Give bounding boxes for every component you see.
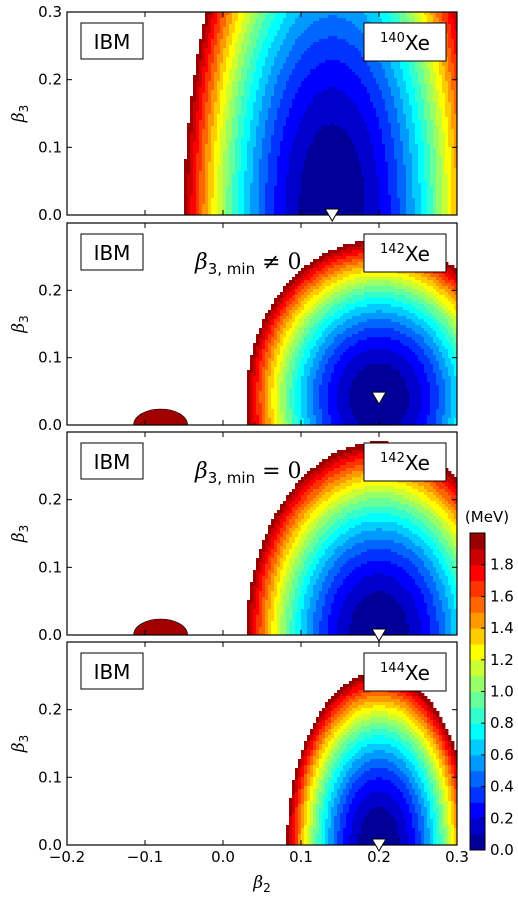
x-tick-label: −0.2: [49, 848, 85, 866]
energy-surface: [286, 672, 457, 845]
y-tick-label: 0.0: [38, 206, 62, 224]
x-tick-label: 0.2: [367, 848, 391, 866]
model-label-box: IBM: [80, 233, 144, 271]
colorbar-tick-label: 0.6: [490, 746, 514, 764]
colorbar-band: [470, 834, 485, 851]
global-minimum-marker: [324, 208, 341, 222]
nucleus-label-box: 144Xe: [363, 652, 447, 692]
y-tick-label: 0.0: [38, 416, 62, 434]
colorbar-tick-label: 0.4: [490, 778, 514, 796]
colorbar-tick-label: 1.4: [490, 619, 514, 637]
secondary-minimum-island: [133, 408, 188, 425]
colorbar: (MeV) 0.0 0.2 0.4 0.6 0.8 1.0 1.2 1.4 1.6 1.8: [465, 508, 514, 859]
y-tick-label: 0.1: [38, 138, 62, 156]
colorbar-band: [470, 818, 485, 835]
colorbar-band: [470, 707, 485, 724]
colorbar-band: [470, 723, 485, 740]
panel-3: 0.0 0.1 0.2 β3 IBM 142Xe β3, min = 0: [9, 431, 458, 644]
model-label: IBM: [94, 660, 131, 684]
y-tick-label: 0.2: [38, 281, 62, 299]
x-axis: −0.2 −0.1 0.0 0.1 0.2 0.3 β2: [49, 848, 469, 895]
nucleus-label: 140Xe: [380, 31, 430, 55]
colorbar-band: [470, 675, 485, 692]
nucleus-label: 142Xe: [380, 242, 430, 266]
colorbar-band: [470, 802, 485, 819]
colorbar-tick-label: 0.0: [490, 841, 514, 859]
colorbar-tick-label: 1.0: [490, 683, 514, 701]
y-tick-label: 0.1: [38, 768, 62, 786]
y-tick-label: 0.0: [38, 626, 62, 644]
model-label: IBM: [94, 241, 131, 265]
global-minimum-marker: [371, 838, 387, 852]
nucleus-label-box: 140Xe: [363, 22, 447, 62]
colorbar-band: [470, 659, 485, 677]
colorbar-tick-label: 0.8: [490, 714, 514, 732]
minimum-annotation: β3, min = 0: [194, 459, 302, 487]
colorbar-tick-label: 1.8: [490, 556, 514, 574]
colorbar-band: [470, 691, 485, 708]
y-tick-label: 0.2: [38, 71, 62, 89]
panel-2: 0.0 0.1 0.2 β3 IBM 142Xe β3, min ≠ 0: [9, 222, 458, 434]
y-tick-label: 0.1: [38, 558, 62, 576]
colorbar-tick-label: 1.2: [490, 651, 514, 669]
energy-surface: [184, 12, 457, 215]
y-axis-label: β3: [9, 105, 31, 123]
y-tick-label: 0.2: [38, 491, 62, 509]
nucleus-label-box: 142Xe: [363, 442, 447, 482]
nucleus-label: 142Xe: [380, 451, 430, 475]
panel-frame: [66, 222, 458, 426]
model-label-box: IBM: [80, 22, 144, 60]
y-tick-label: 0.3: [38, 3, 62, 21]
global-minimum-marker: [371, 391, 387, 406]
colorbar-band: [470, 564, 485, 582]
x-axis-label: β2: [252, 873, 270, 895]
y-tick-label: 0.1: [38, 349, 62, 367]
colorbar-band: [470, 533, 485, 550]
x-tick-label: 0.0: [211, 848, 235, 866]
model-label-box: IBM: [80, 442, 144, 480]
colorbar-band: [470, 754, 485, 772]
x-tick-label: 0.1: [289, 848, 313, 866]
panel-frame: [66, 641, 458, 846]
panel-frame: [66, 11, 458, 216]
colorbar-band: [470, 580, 485, 597]
colorbar-unit-label: (MeV): [465, 508, 509, 526]
colorbar-band: [470, 596, 485, 613]
panels-group: 0.0 0.1 0.2 0.3 β3 IBM 140Xe 0.0 0.1 0.2 β3 IBM 142X…: [9, 3, 458, 854]
global-minimum-marker: [371, 628, 387, 642]
x-tick-label: 0.3: [445, 848, 469, 866]
colorbar-band: [470, 739, 485, 756]
panel-frame: [66, 431, 458, 636]
colorbar-band: [470, 770, 485, 788]
colorbar-band: [470, 786, 485, 803]
panel-1: 0.0 0.1 0.2 0.3 β3 IBM 140Xe: [9, 3, 458, 224]
x-tick-label: −0.1: [127, 848, 163, 866]
y-tick-label: 0.2: [38, 701, 62, 719]
colorbar-tick-label: 1.6: [490, 587, 514, 605]
nucleus-label: 144Xe: [380, 661, 430, 685]
panel-4: 0.0 0.1 0.2 β3 IBM 144Xe: [9, 641, 458, 854]
y-axis-label: β3: [9, 315, 31, 333]
colorbar-band: [470, 643, 485, 661]
colorbar-band: [470, 612, 485, 629]
y-axis-label: β3: [9, 735, 31, 753]
colorbar-tick-label: 0.2: [490, 809, 514, 827]
y-tick-label: 0.0: [38, 836, 62, 854]
colorbar-band: [470, 548, 485, 566]
nucleus-label-box: 142Xe: [363, 233, 447, 273]
model-label: IBM: [94, 450, 131, 474]
model-label-box: IBM: [80, 652, 144, 690]
secondary-minimum-island: [133, 618, 188, 635]
y-axis-label: β3: [9, 525, 31, 543]
colorbar-band: [470, 628, 485, 645]
minimum-annotation: β3, min ≠ 0: [194, 250, 302, 278]
model-label: IBM: [94, 30, 131, 54]
